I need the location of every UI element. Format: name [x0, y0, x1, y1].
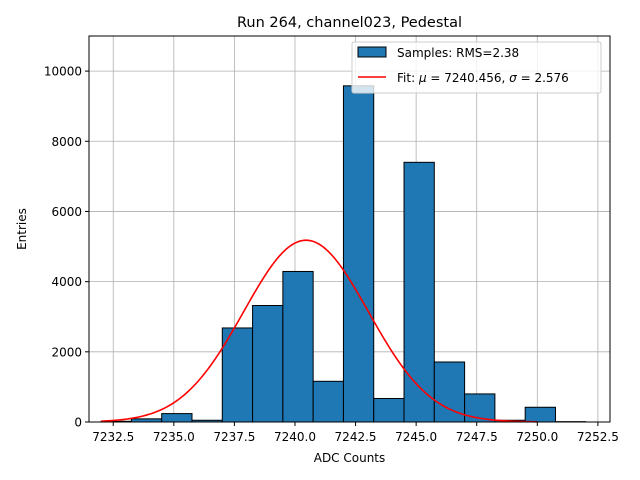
x-tick-label: 7240.0 — [274, 430, 316, 444]
x-tick-label: 7252.5 — [577, 430, 619, 444]
legend-fit-prefix: Fit: — [397, 71, 419, 85]
legend-fit-mu-value: = 7240.456, — [427, 71, 510, 85]
x-tick-label: 7235.0 — [153, 430, 195, 444]
legend-fit-sigma-symbol: σ — [509, 71, 517, 85]
chart-title: Run 264, channel023, Pedestal — [237, 15, 462, 31]
histogram-bar — [373, 397, 405, 423]
histogram-bar — [433, 361, 466, 423]
legend-samples-label: Samples: RMS=2.38 — [397, 46, 519, 60]
x-tick-label: 7245.0 — [395, 430, 437, 444]
x-tick-label: 7232.5 — [92, 430, 134, 444]
x-tick-label: 7247.5 — [456, 430, 498, 444]
y-tick-label: 10000 — [44, 65, 82, 79]
x-tick-label: 7242.5 — [335, 430, 377, 444]
legend-samples-swatch — [357, 46, 387, 58]
histogram-bar — [282, 270, 314, 423]
legend-box — [351, 41, 602, 94]
histogram-bar — [221, 327, 254, 423]
histogram-bar — [252, 304, 284, 423]
plot-frame — [88, 35, 611, 423]
x-tick-label: 7250.0 — [516, 430, 558, 444]
y-tick-label: 2000 — [51, 345, 82, 359]
x-axis-ticks: 7232.5 7235.0 7237.5 7240.0 7242.5 7245.0 7247… — [92, 422, 619, 444]
legend-fit-mu-symbol: μ — [418, 71, 427, 85]
histogram-bar — [342, 85, 375, 423]
x-axis-label: ADC Counts — [314, 451, 386, 465]
histogram-bar — [161, 413, 193, 423]
y-axis-ticks: 0 2000 4000 6000 8000 10000 — [44, 65, 89, 430]
fit-curve — [101, 239, 538, 423]
legend: Samples: RMS=2.38 Fit: μ = 7240.456, σ =… — [351, 41, 602, 94]
histogram-bar — [403, 161, 435, 423]
histogram-bars — [100, 85, 587, 423]
y-tick-label: 6000 — [51, 205, 82, 219]
x-tick-label: 7237.5 — [213, 430, 255, 444]
legend-fit-label: Fit: μ = 7240.456, σ = 2.576 — [397, 71, 569, 85]
histogram-bar — [524, 406, 556, 423]
y-tick-label: 4000 — [51, 275, 82, 289]
y-axis-label: Entries — [15, 208, 29, 250]
y-tick-label: 8000 — [51, 135, 82, 149]
histogram-bar — [464, 393, 496, 423]
histogram-bar — [312, 380, 344, 423]
y-tick-label: 0 — [74, 416, 82, 430]
legend-fit-sigma-value: = 2.576 — [517, 71, 569, 85]
